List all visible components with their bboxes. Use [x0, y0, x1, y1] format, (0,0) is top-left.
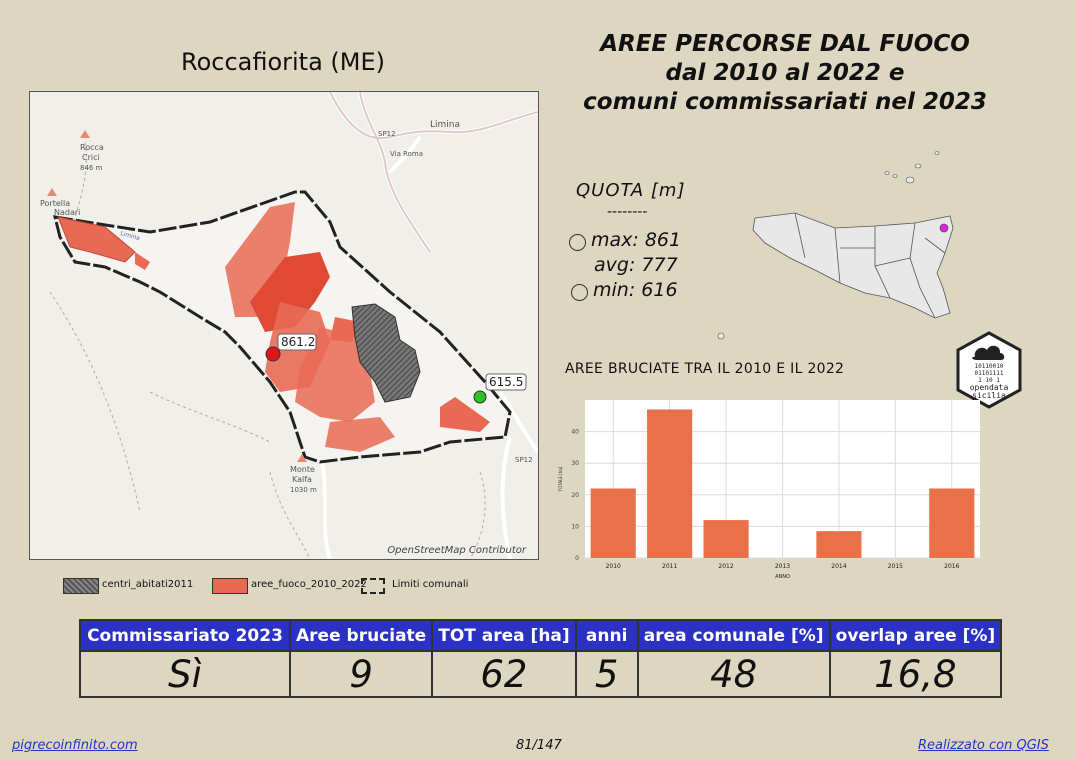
trails	[49, 141, 486, 559]
label-via-roma: Via Roma	[390, 150, 423, 158]
map-attribution: OpenStreetMap Contributor	[387, 545, 526, 556]
chart-bar	[929, 488, 975, 558]
chart-xtick-label: 2011	[662, 563, 677, 570]
value-overlap-aree: 16,8	[828, 650, 1003, 698]
chart-xtick-label: 2015	[888, 563, 903, 570]
label-kalfa: Kalfa	[292, 475, 312, 484]
main-title-line-3: comuni commissariati nel 2023	[583, 89, 987, 115]
header-overlap-aree: overlap aree [%]	[828, 619, 1003, 652]
chart-bar	[590, 488, 636, 558]
quota-min-dot	[571, 284, 588, 301]
peak-icon-portella	[47, 188, 57, 196]
max-label: 861.2	[281, 335, 315, 349]
legend-swatch-limiti	[361, 578, 385, 594]
header-commissariato: Commissariato 2023	[79, 619, 291, 652]
map-view[interactable]: Rocca Crici 846 m Portella Nadari Limina…	[29, 91, 539, 560]
site-link[interactable]: pigrecoinfinito.com	[12, 738, 138, 753]
legend-label-aree: aree_fuoco_2010_2022	[251, 579, 367, 590]
peak-markers	[47, 130, 307, 462]
chart-xtick-label: 2013	[775, 563, 790, 570]
value-commissariato: Sì	[79, 650, 291, 698]
summary-table-row: Sì 9 62 5 48 16,8	[79, 650, 1003, 698]
header-aree-bruciate: Aree bruciate	[288, 619, 434, 652]
urban-center	[351, 303, 421, 403]
chart-xtick-label: 2014	[831, 563, 846, 570]
road-outline	[329, 92, 538, 253]
peak-icon-rocca	[80, 130, 90, 138]
legend-label-limiti: Limiti comunali	[392, 579, 469, 590]
main-title: AREE PERCORSE DAL FUOCO dal 2010 al 2022…	[560, 30, 1010, 117]
chart-xtick-label: 2016	[944, 563, 959, 570]
legend-swatch-centri	[63, 578, 99, 594]
map-title: Roccafiorita (ME)	[180, 48, 386, 76]
chart-bar	[703, 520, 749, 558]
min-marker	[473, 390, 487, 404]
footer-right: Realizzato con QGIS	[918, 738, 1049, 753]
sicily-inset-map	[717, 151, 954, 340]
label-sp12-top: SP12	[378, 130, 396, 138]
value-anni: 5	[574, 650, 639, 698]
label-rocca: Rocca	[80, 143, 104, 152]
main-title-line-1: AREE PERCORSE DAL FUOCO	[600, 31, 970, 57]
quota-max-dot	[569, 234, 586, 251]
chart-bar	[647, 409, 693, 558]
chart-xlabel: ANNO	[775, 574, 790, 580]
summary-table-header-row: Commissariato 2023 Aree bruciate TOT are…	[79, 619, 1003, 652]
peak-icon-kalfa	[297, 454, 307, 462]
chart-ytick-label: 40	[571, 429, 579, 436]
header-anni: anni	[574, 619, 639, 652]
chart-title: AREE BRUCIATE TRA IL 2010 E IL 2022	[565, 361, 845, 377]
fire-areas	[57, 202, 490, 452]
legend-label-centri: centri_abitati2011	[102, 579, 194, 590]
main-title-line-2: dal 2010 al 2022 e	[665, 60, 905, 86]
label-rocca-height: 846 m	[80, 164, 103, 172]
chart-bar	[816, 531, 862, 558]
burned-area-bar-chart: 0 10 20 30 40 2010 2011 2012 2013 2014 2015 2016 ANN…	[558, 400, 980, 580]
chart-ytick-label: 0	[575, 555, 579, 562]
label-portella: Portella	[40, 199, 70, 208]
min-label: 615.5	[489, 375, 523, 389]
header-area-comunale: area comunale [%]	[636, 619, 831, 652]
chart-ylabel: TOTALE [ha]	[558, 466, 563, 492]
logo-bits-2: 01101111	[975, 370, 1004, 377]
value-area-comunale: 48	[636, 650, 831, 698]
header-tot-area: TOT area [ha]	[431, 619, 577, 652]
value-aree-bruciate: 9	[288, 650, 434, 698]
cloud-icon	[972, 345, 1005, 360]
logo-bits-1: 10110010	[975, 363, 1004, 370]
quota-title: QUOTA [m]	[576, 180, 686, 201]
quota-avg: avg: 777	[594, 254, 678, 276]
page-number: 81/147	[516, 738, 562, 753]
label-nadari: Nadari	[54, 208, 80, 217]
max-marker	[265, 346, 281, 362]
logo-bits-3: 1 10 1	[978, 377, 1000, 384]
roccafiorita-location-marker	[939, 223, 949, 233]
summary-table: Commissariato 2023 Aree bruciate TOT are…	[79, 619, 1003, 698]
label-sp12-bottom: SP12	[515, 456, 533, 464]
chart-ytick-label: 10	[571, 523, 579, 530]
label-kalfa-height: 1030 m	[290, 486, 317, 494]
quota-min: min: 616	[593, 279, 678, 301]
chart-ytick-label: 30	[571, 460, 579, 467]
value-tot-area: 62	[431, 650, 577, 698]
label-limina: Limina	[430, 120, 460, 130]
legend-swatch-aree	[212, 578, 248, 594]
quota-separator: --------	[607, 204, 648, 220]
quota-max: max: 861	[591, 229, 682, 251]
footer-left: pigrecoinfinito.com	[12, 738, 138, 753]
logo-name-1: opendata	[970, 383, 1009, 392]
logo-name-2: sicilia	[972, 391, 1006, 400]
chart-ytick-label: 20	[571, 492, 579, 499]
label-monte: Monte	[290, 465, 315, 474]
chart-xtick-label: 2012	[718, 563, 733, 570]
chart-xtick-label: 2010	[606, 563, 621, 570]
qgis-link[interactable]: Realizzato con QGIS	[918, 738, 1049, 753]
map-canvas: Rocca Crici 846 m Portella Nadari Limina…	[40, 92, 538, 559]
label-crici: Crici	[82, 153, 100, 162]
opendata-sicilia-logo: 10110010 01101111 1 10 1 opendata sicili…	[956, 331, 1022, 409]
